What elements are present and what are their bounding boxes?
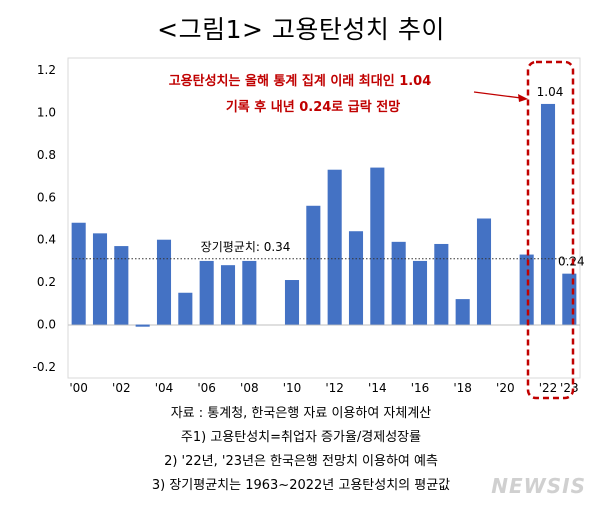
x-tick-label: '00 <box>69 381 88 395</box>
bar-2013 <box>348 231 364 325</box>
watermark-logo: NEWSIS <box>491 474 586 498</box>
bar-2005 <box>178 292 193 325</box>
bar-2006 <box>199 260 214 325</box>
y-tick-label: 0.8 <box>37 148 56 162</box>
bar-2002 <box>114 246 129 325</box>
y-tick-label: 0.6 <box>37 190 56 204</box>
x-tick-label: '04 <box>155 381 174 395</box>
note-source: 자료 : 통계청, 한국은행 자료 이용하여 자체계산 <box>170 406 432 421</box>
x-tick-label: '06 <box>197 381 216 395</box>
y-tick-label: 0.0 <box>37 318 56 332</box>
y-tick-label: 0.4 <box>37 233 56 247</box>
x-tick-label: '16 <box>411 381 430 395</box>
y-tick-label: 1.0 <box>37 105 56 119</box>
annotation-arrow <box>473 91 522 99</box>
bar-2015 <box>391 241 406 325</box>
y-tick-label: -0.2 <box>33 360 56 374</box>
bar-2004 <box>156 239 172 325</box>
bar-chart: 1.21.00.80.60.40.20.0-0.2 '00'02'04'06'0… <box>33 57 585 400</box>
x-tick-label: '02 <box>112 381 131 395</box>
annotation-line-1: 고용탄성치는 올해 통계 집계 이래 최대인 1.04 <box>169 73 432 89</box>
bar-2008 <box>242 260 257 325</box>
x-tick-label: '08 <box>240 381 259 395</box>
note-2: 2) '22년, '23년은 한국은행 전망치 이용하여 예측 <box>164 454 438 469</box>
x-tick-label: '10 <box>283 381 302 395</box>
x-tick-label: '14 <box>368 381 387 395</box>
data-labels: 1.04 0.24 <box>537 85 585 269</box>
chart-title: <그림1> 고용탄성치 추이 <box>157 15 445 44</box>
bar-2010 <box>284 280 300 325</box>
annotation-line-2: 기록 후 내년 0.24로 급락 전망 <box>226 99 400 115</box>
annotation-arrow-head <box>518 94 528 102</box>
bar-2011 <box>306 205 321 325</box>
bar-2018 <box>455 299 470 325</box>
x-tick-label: '23 <box>560 381 579 395</box>
bar-2000 <box>71 222 86 325</box>
highlight-box <box>526 60 575 400</box>
x-tick-label: '20 <box>496 381 515 395</box>
bar-series <box>71 103 577 327</box>
long-term-average-label: 장기평균치: 0.34 <box>201 240 291 254</box>
y-tick-label: 1.2 <box>37 63 56 77</box>
x-tick-label: '22 <box>539 381 558 395</box>
note-1: 주1) 고용탄성치=취업자 증가율/경제성장률 <box>180 430 422 445</box>
y-axis: 1.2 1.0 0.8 0.6 0.4 0.2 0.0 -0.2 <box>33 63 56 374</box>
bar-2019 <box>476 218 492 325</box>
bar-2012 <box>327 169 342 325</box>
bar-2022 <box>540 103 556 325</box>
bar-2003 <box>135 324 150 327</box>
bar-2007 <box>220 265 236 325</box>
data-label-2022: 1.04 <box>537 85 564 99</box>
bar-2023 <box>562 273 577 325</box>
bar-2014 <box>370 167 385 325</box>
bar-2001 <box>92 233 108 325</box>
bar-2016 <box>412 260 428 325</box>
x-tick-label: '18 <box>453 381 472 395</box>
bar-2021 <box>519 254 534 325</box>
note-3: 3) 장기평균치는 1963~2022년 고용탄성치의 평균값 <box>151 478 451 493</box>
bar-2017 <box>434 243 449 325</box>
y-tick-label: 0.2 <box>37 275 56 289</box>
data-label-2023: 0.24 <box>558 255 585 269</box>
x-tick-label: '12 <box>325 381 344 395</box>
x-axis: '00 '02 '04 '06 '08 '10 '12 '14 '16 '18 '20 '22'23 <box>69 381 578 395</box>
